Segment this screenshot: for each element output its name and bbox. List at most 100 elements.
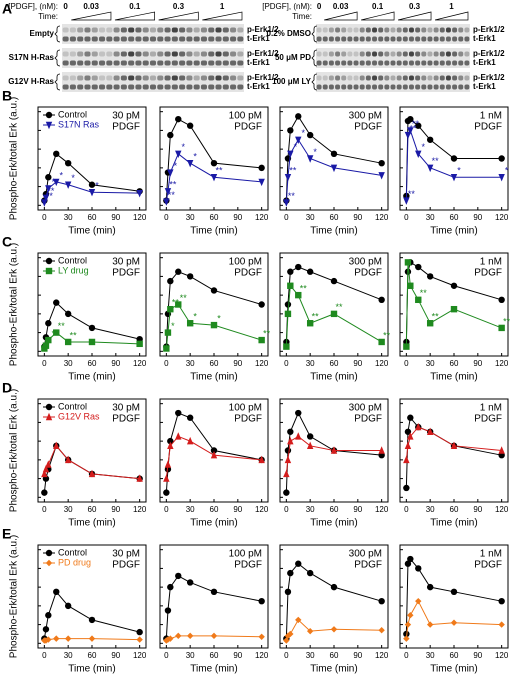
band (208, 36, 215, 42)
band (222, 51, 229, 57)
marker (450, 588, 458, 596)
band (77, 36, 84, 42)
band (142, 60, 149, 66)
dose-label: 1 (449, 2, 454, 11)
marker (426, 320, 434, 327)
band (322, 60, 328, 66)
x-tick-label: 60 (210, 505, 219, 514)
band (230, 51, 237, 57)
chart-title: PDGF (112, 268, 140, 279)
marker (136, 340, 143, 348)
band (464, 75, 470, 81)
marker (450, 282, 458, 289)
x-axis-label: Time (min) (430, 664, 477, 675)
marker (164, 329, 172, 336)
band (341, 75, 347, 81)
band (179, 75, 186, 81)
marker (175, 632, 182, 640)
band-label: t-Erk1 (473, 82, 496, 91)
x-axis-label: Time (min) (68, 518, 115, 529)
band (433, 75, 439, 81)
x-tick-label: 30 (426, 651, 435, 660)
marker (164, 460, 172, 468)
marker (88, 616, 96, 624)
x-tick-label: 0 (404, 651, 409, 660)
marker (403, 343, 410, 350)
x-tick-label: 120 (133, 359, 147, 368)
dose-label: 0.1 (129, 2, 141, 11)
time-wedge (158, 11, 199, 21)
band (171, 36, 178, 42)
band (458, 84, 464, 90)
x-tick-label: 30 (306, 213, 315, 222)
band-label: p-Erk1/2 (247, 73, 279, 82)
band-label: t-Erk1 (247, 82, 270, 91)
chart-title: 100 pM (229, 257, 262, 268)
marker (186, 414, 194, 421)
significance: ** (263, 328, 271, 338)
band (215, 84, 222, 90)
band-label: p-Erk1/2 (247, 25, 279, 34)
marker (295, 409, 302, 417)
chart-title: PDGF (234, 122, 262, 133)
series-line (165, 575, 262, 639)
band (91, 60, 98, 66)
marker (210, 287, 218, 294)
panel-label: B (2, 88, 12, 104)
band (427, 27, 433, 33)
chart-title: PDGF (354, 414, 382, 425)
band (128, 27, 135, 33)
band (347, 60, 353, 66)
x-tick-label: 90 (473, 213, 482, 222)
band (328, 75, 334, 81)
marker (415, 565, 422, 572)
band-label: p-Erk1/2 (247, 49, 279, 58)
marker (306, 433, 314, 440)
marker (498, 597, 505, 605)
band-label: t-Erk1 (247, 58, 270, 67)
band (427, 75, 433, 81)
band (113, 84, 120, 90)
marker (287, 436, 294, 445)
band (193, 51, 200, 57)
significance: ** (168, 190, 176, 200)
band (322, 27, 328, 33)
marker (426, 273, 434, 280)
significance: * (193, 312, 197, 322)
band (341, 51, 347, 57)
band (335, 27, 341, 33)
legend-marker (45, 267, 53, 275)
band (445, 84, 451, 90)
marker (258, 178, 265, 187)
marker (330, 626, 338, 633)
band (142, 36, 149, 42)
chart-title: 30 pM (112, 403, 140, 414)
band (69, 60, 76, 66)
band (464, 51, 470, 57)
time-wedge (397, 11, 432, 21)
significance: ** (289, 166, 297, 176)
marker (306, 441, 314, 450)
band (316, 36, 322, 42)
band (353, 75, 359, 81)
band (128, 60, 135, 66)
marker (415, 296, 422, 304)
x-tick-label: 90 (111, 213, 120, 222)
x-tick-label: 90 (233, 651, 242, 660)
x-tick-label: 0 (284, 213, 289, 222)
x-tick-label: 60 (450, 651, 459, 660)
band (149, 75, 157, 81)
band (69, 36, 76, 42)
marker (450, 174, 458, 182)
band (193, 60, 200, 66)
brace (311, 73, 318, 91)
time-wedge (324, 11, 358, 21)
marker (407, 555, 414, 563)
time-wedge (114, 11, 155, 21)
chart-title: PDGF (474, 414, 502, 425)
x-axis-label: Time (min) (310, 664, 357, 675)
brace (311, 25, 318, 43)
band (452, 60, 458, 66)
band (439, 75, 445, 81)
significance: ** (215, 166, 223, 176)
